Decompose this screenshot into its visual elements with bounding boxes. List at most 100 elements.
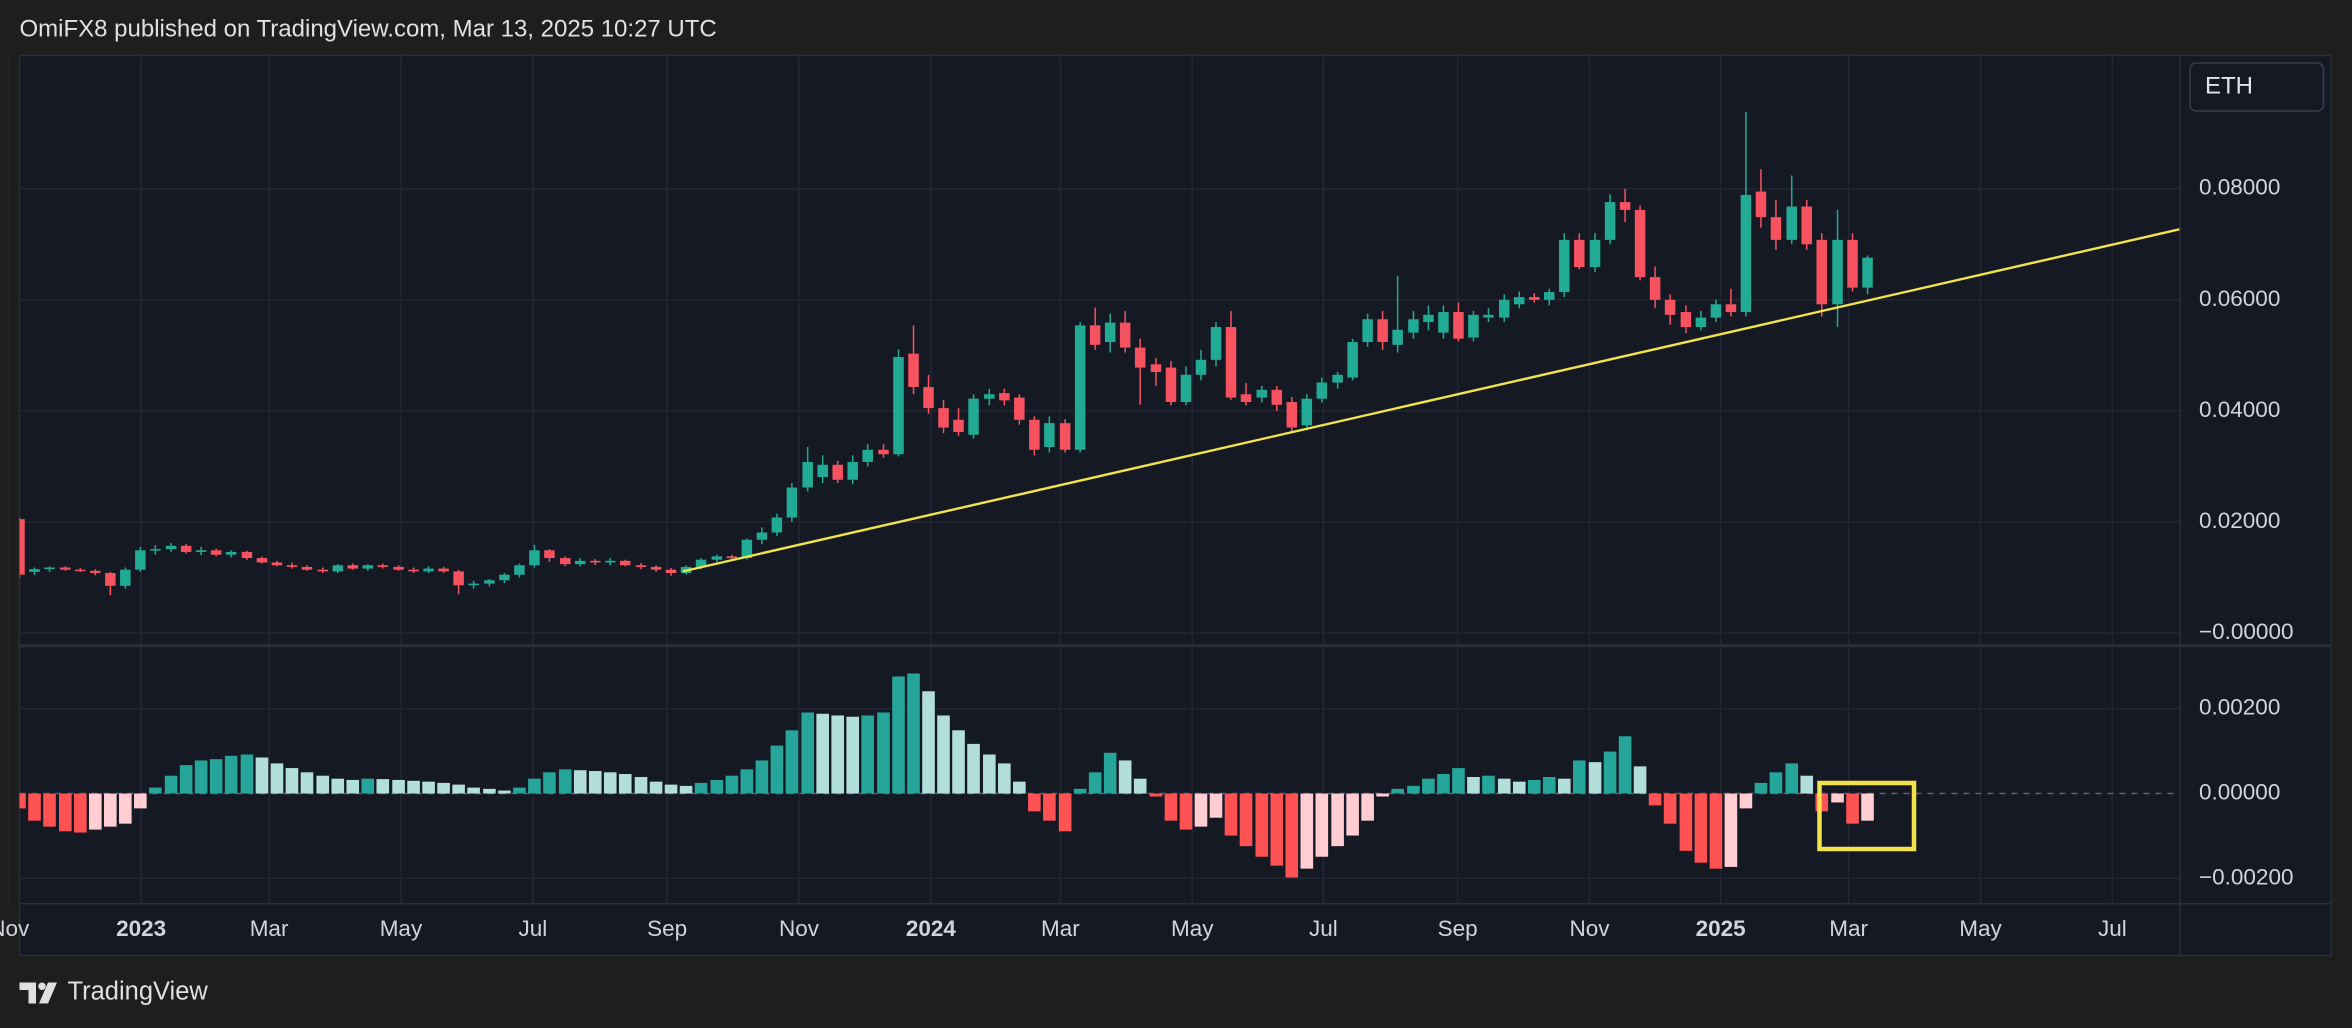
- y-tick-label: 0.00000: [2199, 779, 2280, 804]
- candle-body: [1695, 317, 1707, 328]
- candle-body: [1362, 319, 1373, 343]
- candle-body: [195, 550, 207, 552]
- histogram-bar: [1557, 778, 1571, 794]
- candle-body: [180, 545, 192, 552]
- y-tick-label: 0.04000: [2199, 397, 2280, 422]
- histogram-bar: [1028, 793, 1041, 812]
- histogram-bar: [1679, 793, 1693, 851]
- histogram-bar: [1133, 778, 1147, 794]
- histogram-bar: [376, 779, 390, 794]
- histogram-bar: [922, 691, 935, 794]
- histogram-bar: [179, 765, 193, 794]
- publish-header: OmiFX8 published on TradingView.com, Mar…: [20, 15, 717, 42]
- histogram-bar: [1588, 762, 1602, 794]
- candle-body: [1134, 347, 1146, 368]
- histogram-bar: [1739, 793, 1753, 809]
- histogram-bar: [1315, 793, 1329, 857]
- candle-body: [1165, 367, 1177, 403]
- histogram-bar: [649, 781, 663, 794]
- histogram-bar: [1542, 776, 1556, 794]
- histogram-bar: [104, 793, 117, 827]
- x-tick-label: Jul: [1309, 916, 1338, 941]
- histogram-bar: [392, 779, 405, 794]
- candle-body: [1514, 297, 1525, 305]
- candle-body: [1847, 239, 1858, 288]
- candle-body: [1014, 397, 1025, 420]
- candle-body: [1468, 314, 1479, 338]
- candle-body: [771, 517, 783, 533]
- histogram-bar: [1285, 793, 1299, 878]
- histogram-bar: [1270, 793, 1284, 866]
- candle-body: [1089, 325, 1101, 345]
- x-tick-label: May: [1959, 916, 2002, 941]
- symbol-box[interactable]: [2189, 62, 2325, 112]
- brand-logo: [19, 982, 57, 1004]
- histogram-bar: [1724, 793, 1738, 867]
- candle-body: [1604, 202, 1616, 240]
- candle-body: [1529, 297, 1540, 300]
- candle-body: [802, 461, 813, 488]
- candle-body: [423, 568, 434, 572]
- candle-body: [135, 550, 146, 570]
- candle-body: [1786, 206, 1797, 240]
- histogram-bar: [513, 787, 526, 794]
- y-tick-label: 0.06000: [2199, 286, 2280, 311]
- histogram-bar: [1633, 766, 1647, 794]
- x-tick-label: Sep: [1438, 916, 1478, 941]
- histogram-bar: [1346, 793, 1359, 836]
- x-tick-label: 2024: [906, 916, 957, 941]
- histogram-bar: [846, 716, 859, 794]
- histogram-bar: [1831, 793, 1844, 803]
- candle-body: [968, 398, 979, 435]
- histogram-bar: [1603, 751, 1617, 794]
- candle-body: [408, 569, 419, 572]
- y-tick-label: 0.02000: [2199, 508, 2280, 533]
- histogram-bar: [528, 778, 541, 794]
- candle-body: [984, 394, 995, 399]
- histogram-bar: [831, 715, 844, 794]
- histogram-bar: [543, 772, 556, 794]
- candle-body: [393, 566, 404, 570]
- x-tick-label: Mar: [250, 916, 289, 941]
- candle-body: [1559, 239, 1570, 293]
- x-tick-label: Sep: [647, 916, 687, 941]
- y-tick-label: −0.00000: [2199, 619, 2293, 644]
- candle-body: [665, 569, 677, 574]
- candle-body: [105, 573, 116, 586]
- histogram-bar: [1013, 781, 1026, 794]
- candle-body: [44, 567, 55, 570]
- x-tick-label: Mar: [1041, 916, 1080, 941]
- histogram-bar: [437, 782, 450, 794]
- histogram-bar: [255, 757, 269, 794]
- candle-body: [210, 550, 222, 555]
- histogram-bar: [785, 730, 799, 794]
- candle-body: [1740, 194, 1752, 313]
- candle-body: [1634, 209, 1646, 278]
- histogram-bar: [679, 785, 693, 794]
- histogram-bar: [877, 712, 890, 794]
- candle-body: [529, 550, 540, 566]
- candle-body: [120, 569, 131, 586]
- histogram-bar: [224, 755, 238, 794]
- histogram-bar: [240, 754, 254, 794]
- candle-body: [1649, 277, 1661, 300]
- axes: Nov 2023 Mar May Jul Sep Nov 2024 Mar May Jul Sep No…: [0, 175, 2293, 941]
- histogram-bar: [483, 788, 496, 794]
- candle-body: [1044, 423, 1055, 447]
- histogram-bar: [346, 779, 360, 794]
- histogram-bar: [1407, 785, 1420, 794]
- x-tick-label: 2023: [116, 916, 166, 941]
- histogram-bar: [1527, 779, 1541, 794]
- candle-body: [60, 567, 71, 570]
- candle-body: [711, 556, 723, 560]
- histogram-bar: [285, 768, 299, 794]
- histogram-bar: [1239, 793, 1253, 847]
- histogram-bar: [28, 793, 41, 821]
- candle-body: [1544, 292, 1555, 300]
- candle-body: [1271, 389, 1283, 405]
- histogram-bar: [361, 778, 375, 794]
- histogram-bar: [816, 713, 829, 794]
- histogram-bar: [1512, 781, 1526, 794]
- histogram-bar: [1179, 793, 1193, 830]
- candle-body: [438, 568, 449, 572]
